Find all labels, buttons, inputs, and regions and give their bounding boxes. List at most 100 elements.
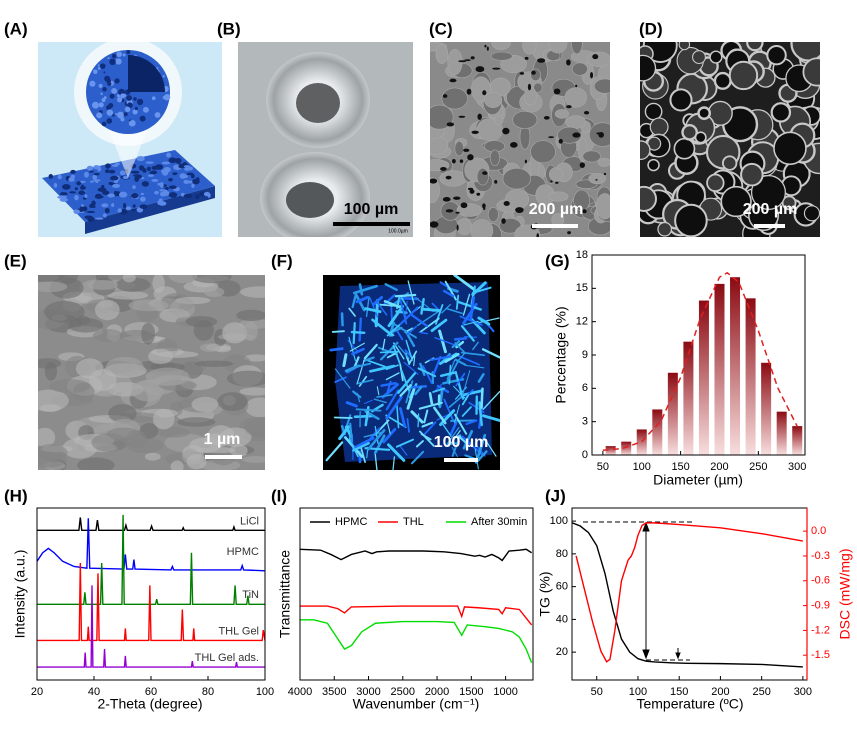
texture — [449, 430, 461, 445]
texture — [434, 336, 455, 346]
panel-label: (A) — [4, 19, 28, 38]
texture — [462, 293, 471, 316]
texture — [380, 381, 397, 387]
texture — [169, 299, 196, 319]
texture — [649, 117, 669, 137]
x-tick-label: 40 — [88, 686, 100, 698]
texture — [481, 348, 500, 359]
texture — [454, 342, 466, 354]
texture — [550, 180, 553, 183]
texture — [93, 69, 98, 75]
texture — [720, 185, 752, 218]
texture — [79, 180, 86, 184]
texture — [477, 373, 485, 383]
panel-label: (I) — [271, 486, 287, 505]
x-tick-label: 300 — [794, 686, 812, 698]
y2-tick-label: -1.5 — [811, 649, 830, 661]
texture — [476, 118, 503, 141]
y-tick-label: 18 — [576, 249, 588, 261]
texture — [449, 420, 458, 436]
texture — [453, 275, 476, 291]
y-tick-label: 20 — [556, 646, 568, 658]
texture — [406, 388, 416, 410]
texture — [803, 205, 820, 222]
texture — [191, 174, 195, 179]
texture — [451, 434, 462, 457]
texture — [131, 379, 165, 402]
texture — [374, 425, 379, 445]
texture — [107, 193, 115, 198]
texture — [681, 124, 698, 141]
bar — [652, 409, 663, 455]
texture — [454, 358, 467, 366]
texture — [53, 182, 58, 188]
texture — [122, 275, 136, 283]
texture — [484, 44, 487, 48]
line-series — [300, 605, 533, 626]
texture — [419, 317, 440, 333]
texture — [115, 58, 122, 65]
x-tick-label: 60 — [145, 686, 157, 698]
plot-frame — [571, 507, 808, 681]
texture — [640, 54, 657, 82]
texture — [191, 396, 219, 412]
x-tick-label: 150 — [670, 686, 688, 698]
texture — [470, 56, 475, 60]
texture — [38, 427, 56, 448]
texture — [80, 184, 85, 190]
texture — [222, 322, 248, 344]
bar — [745, 298, 756, 455]
texture — [103, 96, 107, 100]
y-tick-label: 60 — [556, 581, 568, 593]
texture — [195, 194, 200, 200]
micrograph-b — [238, 42, 413, 237]
texture — [358, 375, 368, 387]
micrograph-e — [38, 275, 265, 470]
texture — [98, 83, 103, 88]
texture — [400, 297, 412, 314]
texture — [95, 179, 99, 184]
texture — [385, 416, 391, 435]
texture — [94, 299, 120, 321]
texture — [593, 78, 610, 94]
y-axis-label: TG (%) — [537, 571, 553, 616]
texture — [191, 183, 195, 188]
line-series — [37, 585, 265, 668]
texture — [141, 181, 149, 187]
texture — [245, 397, 265, 418]
texture — [168, 178, 173, 182]
texture — [422, 365, 433, 385]
texture — [773, 131, 807, 166]
texture — [115, 113, 118, 116]
texture — [106, 109, 114, 116]
texture — [548, 42, 568, 54]
texture — [420, 307, 441, 313]
x-tick-label: 50 — [591, 686, 603, 698]
x-tick-label: 250 — [752, 686, 770, 698]
texture — [376, 393, 393, 398]
texture — [133, 174, 142, 178]
bar — [605, 446, 616, 455]
texture — [74, 187, 78, 191]
texture — [244, 419, 265, 437]
texture — [199, 343, 221, 352]
texture — [161, 169, 166, 173]
texture — [802, 57, 820, 87]
texture — [168, 157, 177, 164]
texture — [114, 162, 120, 166]
texture — [162, 75, 165, 78]
texture — [142, 106, 149, 113]
texture — [140, 192, 145, 196]
texture — [432, 387, 446, 393]
texture — [459, 315, 483, 326]
texture — [403, 361, 419, 375]
texture — [455, 372, 466, 387]
texture — [430, 318, 448, 332]
texture — [455, 211, 460, 214]
texture — [491, 42, 511, 51]
texture — [144, 452, 161, 461]
texture — [575, 84, 578, 88]
texture — [139, 196, 146, 202]
texture — [692, 50, 706, 65]
panel-label: (G) — [545, 251, 570, 270]
